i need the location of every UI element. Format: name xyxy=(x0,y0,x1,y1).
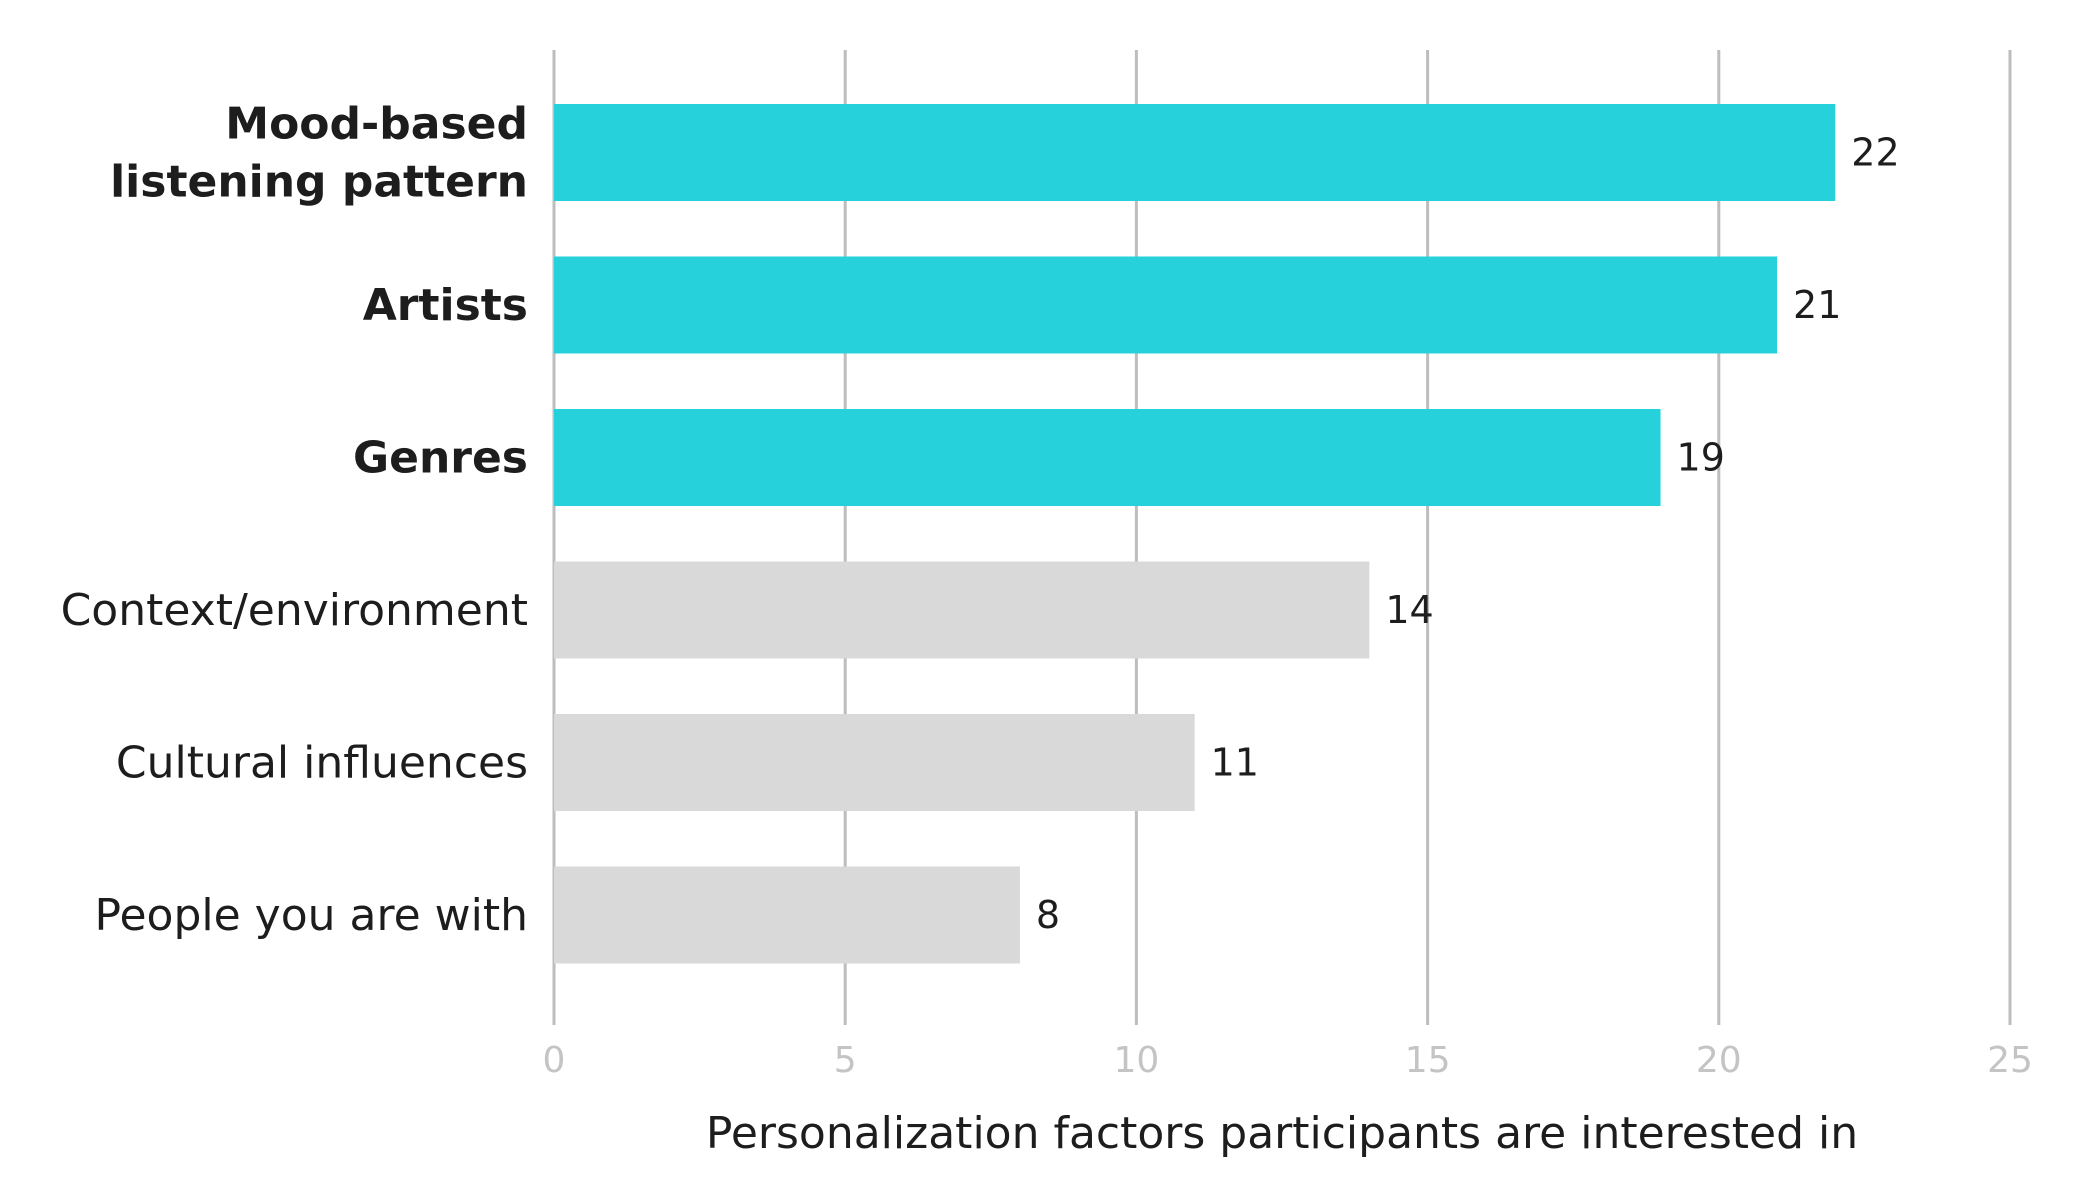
category-labels: Mood-based listening pattern Artists Genres… xyxy=(61,99,528,942)
x-tick-label: 10 xyxy=(1113,1040,1159,1081)
value-label: 21 xyxy=(1793,283,1841,327)
value-label: 19 xyxy=(1677,436,1725,480)
category-label: Genres xyxy=(353,433,528,484)
value-label: 11 xyxy=(1211,741,1259,785)
bar-2 xyxy=(554,256,1778,354)
bar-5 xyxy=(554,714,1195,811)
category-label: Cultural influences xyxy=(116,738,528,789)
x-tick-labels: 0 5 10 15 20 25 xyxy=(543,1040,2033,1081)
bars xyxy=(554,104,1836,964)
gridlines xyxy=(552,50,2012,1025)
category-label: Context/environment xyxy=(61,585,528,636)
x-axis-title: Personalization factors participants are… xyxy=(706,1108,1858,1159)
value-labels: 22 21 19 14 11 8 xyxy=(1036,131,1900,938)
x-tick-label: 5 xyxy=(834,1040,857,1081)
value-label: 22 xyxy=(1851,131,1899,175)
bar-3 xyxy=(554,409,1661,506)
x-tick-label: 0 xyxy=(543,1040,566,1081)
value-label: 8 xyxy=(1036,893,1060,937)
x-tick-label: 20 xyxy=(1696,1040,1742,1081)
bar-4 xyxy=(554,561,1370,659)
value-label: 14 xyxy=(1385,588,1433,632)
category-label: Mood-based listening pattern xyxy=(110,99,528,208)
category-label: People you are with xyxy=(95,890,529,941)
category-label: Artists xyxy=(363,280,528,331)
bar-6 xyxy=(554,866,1020,964)
x-tick-label: 15 xyxy=(1405,1040,1451,1081)
bar-1 xyxy=(554,104,1836,201)
x-tick-label: 25 xyxy=(1987,1040,2033,1081)
